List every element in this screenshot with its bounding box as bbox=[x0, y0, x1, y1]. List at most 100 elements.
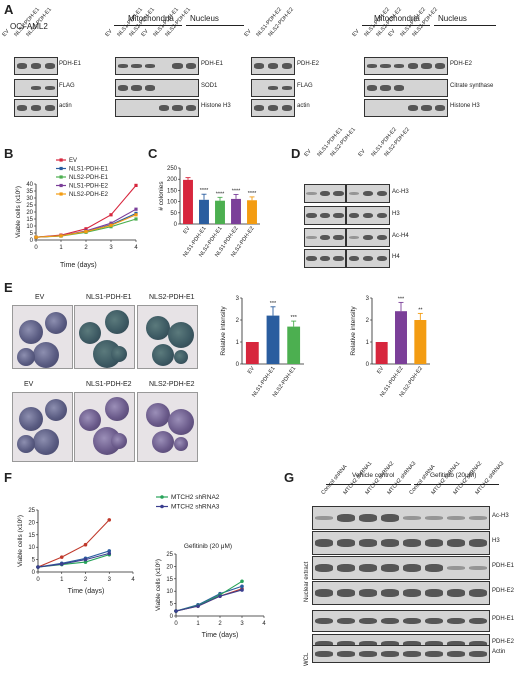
blot-band bbox=[185, 63, 197, 69]
a-g3-row-label: PDH-E2 bbox=[297, 61, 320, 67]
blot-band bbox=[337, 564, 355, 572]
a-g2-row-label: Histone H3 bbox=[201, 103, 231, 109]
blot-band bbox=[158, 105, 170, 111]
blot-band bbox=[337, 641, 355, 647]
blot-band bbox=[337, 651, 355, 657]
cell bbox=[111, 433, 127, 449]
legend-label: MTCH2 shRNA1 bbox=[171, 490, 220, 492]
blot-band bbox=[44, 105, 56, 111]
mito-header-1: Mitochondria bbox=[128, 14, 174, 23]
significance-label: *** bbox=[398, 296, 405, 302]
legend-label: NLS2-PDH-E1 bbox=[69, 175, 109, 181]
series-line bbox=[175, 589, 243, 612]
series-line bbox=[37, 552, 110, 568]
y-tick-label: 200 bbox=[167, 177, 178, 183]
a-g4-lane-label: EV bbox=[386, 28, 397, 38]
blot-band bbox=[407, 63, 419, 69]
g-row-label: Actin bbox=[492, 649, 506, 655]
blot-band bbox=[421, 63, 432, 69]
data-point bbox=[196, 604, 200, 608]
data-point bbox=[240, 588, 244, 592]
cell bbox=[33, 342, 59, 368]
y-tick-label: 0 bbox=[366, 362, 370, 368]
blot-a-g1 bbox=[14, 79, 58, 97]
y-tick-label: 0 bbox=[170, 614, 174, 620]
cell bbox=[45, 312, 67, 334]
blot-band bbox=[381, 514, 399, 522]
blot-band bbox=[425, 516, 443, 520]
blot-band bbox=[362, 212, 374, 219]
chart-f2-title: Gefitinib (20 μM) bbox=[184, 543, 232, 550]
y-tick-label: 30 bbox=[26, 196, 33, 202]
blot-band bbox=[315, 564, 333, 572]
blot-band bbox=[469, 566, 487, 570]
x-tick-label: 0 bbox=[34, 245, 38, 251]
cell bbox=[19, 407, 43, 431]
blot-band bbox=[337, 514, 355, 522]
blot-band bbox=[376, 190, 388, 197]
legend-marker bbox=[59, 158, 63, 162]
y-tick-label: 1 bbox=[366, 340, 370, 346]
panel-label-f: F bbox=[4, 470, 12, 485]
blot-a-g3 bbox=[251, 79, 295, 97]
blot-band bbox=[348, 212, 360, 219]
blot-band bbox=[253, 63, 265, 69]
e-image-label: EV bbox=[24, 381, 34, 388]
y-tick-label: 5 bbox=[32, 558, 36, 564]
x-tick-label: 0 bbox=[36, 577, 40, 583]
x-tick-label: 4 bbox=[131, 577, 135, 583]
mito-underline-1 bbox=[114, 25, 182, 26]
blot-band bbox=[469, 539, 487, 547]
data-point bbox=[83, 557, 88, 562]
d-row-label: H3 bbox=[392, 211, 400, 217]
data-point bbox=[83, 542, 88, 547]
blot-band bbox=[403, 564, 421, 572]
y-tick-label: 0 bbox=[30, 238, 34, 244]
blot-band bbox=[366, 85, 378, 91]
x-tick-label: 4 bbox=[134, 245, 138, 251]
micrograph bbox=[12, 392, 73, 462]
blot-a-g3 bbox=[251, 57, 295, 75]
y-axis-label: Relative intensity bbox=[220, 306, 227, 356]
chart-b-xlabel: Time (days) bbox=[60, 262, 97, 269]
blot-band bbox=[306, 212, 317, 219]
nucleus-underline-2 bbox=[434, 25, 496, 26]
blot-d-right bbox=[346, 206, 390, 225]
y-tick-label: 250 bbox=[167, 166, 178, 172]
y-tick-label: 1 bbox=[236, 340, 240, 346]
data-point bbox=[174, 609, 178, 613]
blot-band bbox=[447, 516, 465, 520]
series-line bbox=[37, 550, 110, 568]
a-g4-row-label: Citrate synthase bbox=[450, 83, 494, 89]
blot-band bbox=[425, 564, 443, 572]
y-tick-label: 100 bbox=[167, 200, 178, 206]
significance-label: *** bbox=[290, 315, 297, 321]
y-tick-label: 2 bbox=[236, 318, 240, 324]
y-tick-label: 20 bbox=[26, 210, 33, 216]
x-tick-label: 3 bbox=[109, 245, 113, 251]
data-point bbox=[240, 579, 244, 584]
g-row-label: PDH-E1 bbox=[492, 616, 515, 622]
blot-band bbox=[359, 589, 377, 597]
blot-g bbox=[312, 645, 490, 663]
x-axis-label: Time (days) bbox=[202, 632, 239, 639]
blot-band bbox=[253, 105, 265, 111]
blot-band bbox=[30, 63, 42, 69]
data-point bbox=[59, 555, 64, 559]
nuclear-extract-label: Nuclear extract bbox=[304, 561, 310, 602]
y-tick-label: 150 bbox=[167, 188, 178, 194]
y-tick-label: 15 bbox=[26, 217, 33, 223]
blot-g bbox=[312, 531, 490, 555]
data-point bbox=[107, 518, 112, 522]
blot-band bbox=[376, 255, 388, 262]
mito-underline-2 bbox=[362, 25, 430, 26]
legend-label: NLS1-PDH-E2 bbox=[69, 184, 109, 190]
x-tick-label: 3 bbox=[240, 621, 244, 627]
y-axis-label: Viable cells (x10⁶) bbox=[15, 186, 22, 238]
cell-line-label: OCI-AML2 bbox=[10, 22, 48, 31]
blot-band bbox=[447, 539, 465, 547]
blot-a-g4 bbox=[364, 79, 448, 97]
blot-band bbox=[393, 85, 405, 91]
blot-band bbox=[333, 255, 344, 262]
bar bbox=[266, 315, 280, 364]
